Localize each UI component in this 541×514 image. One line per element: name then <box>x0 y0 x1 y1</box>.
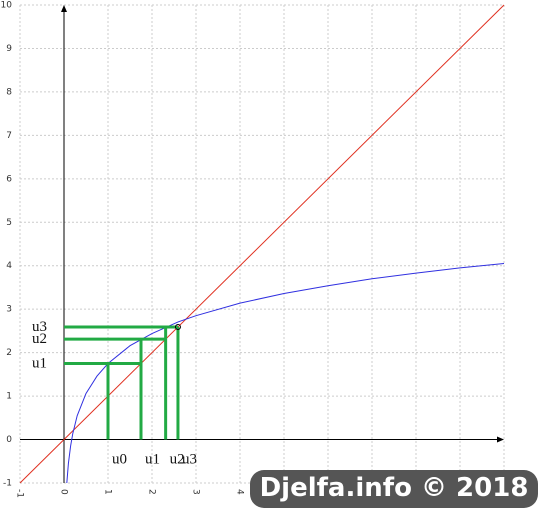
u-label: u2 <box>170 452 185 468</box>
y-tick-label: 3 <box>6 305 12 315</box>
x-tick-label: 0 <box>59 489 69 495</box>
u-label: u1 <box>32 356 47 372</box>
x-tick-label: -1 <box>15 489 25 498</box>
y-tick-label: -1 <box>3 479 12 489</box>
u-label: u3 <box>182 452 197 468</box>
x-tick-label: 4 <box>235 489 245 495</box>
y-tick-label: 9 <box>6 44 12 54</box>
u-label: u1 <box>145 452 160 468</box>
u-label: u0 <box>112 452 127 468</box>
series-line <box>19 4 505 484</box>
u-label: u2 <box>32 331 47 347</box>
y-tick-label: 6 <box>6 174 12 184</box>
y-tick-label: 5 <box>6 218 12 228</box>
y-tick-label: 0 <box>6 435 12 445</box>
y-tick-label: 1 <box>6 392 12 402</box>
y-tick-label: 4 <box>6 261 12 271</box>
series-line <box>66 263 505 484</box>
fixed-point <box>174 323 181 330</box>
watermark: Djelfa.info © 2018 <box>260 473 529 503</box>
y-tick-label: 2 <box>6 348 12 358</box>
y-tick-label: 7 <box>6 131 12 141</box>
y-tick-label: 8 <box>6 87 12 97</box>
u-label: u3 <box>32 319 47 335</box>
y-arrow <box>61 5 67 12</box>
x-tick-label: 2 <box>147 489 157 495</box>
x-tick-label: 3 <box>191 489 201 495</box>
watermark-box <box>250 470 538 508</box>
x-arrow <box>497 436 504 443</box>
y-tick-label: 10 <box>1 1 13 11</box>
x-tick-label: 1 <box>103 489 113 495</box>
